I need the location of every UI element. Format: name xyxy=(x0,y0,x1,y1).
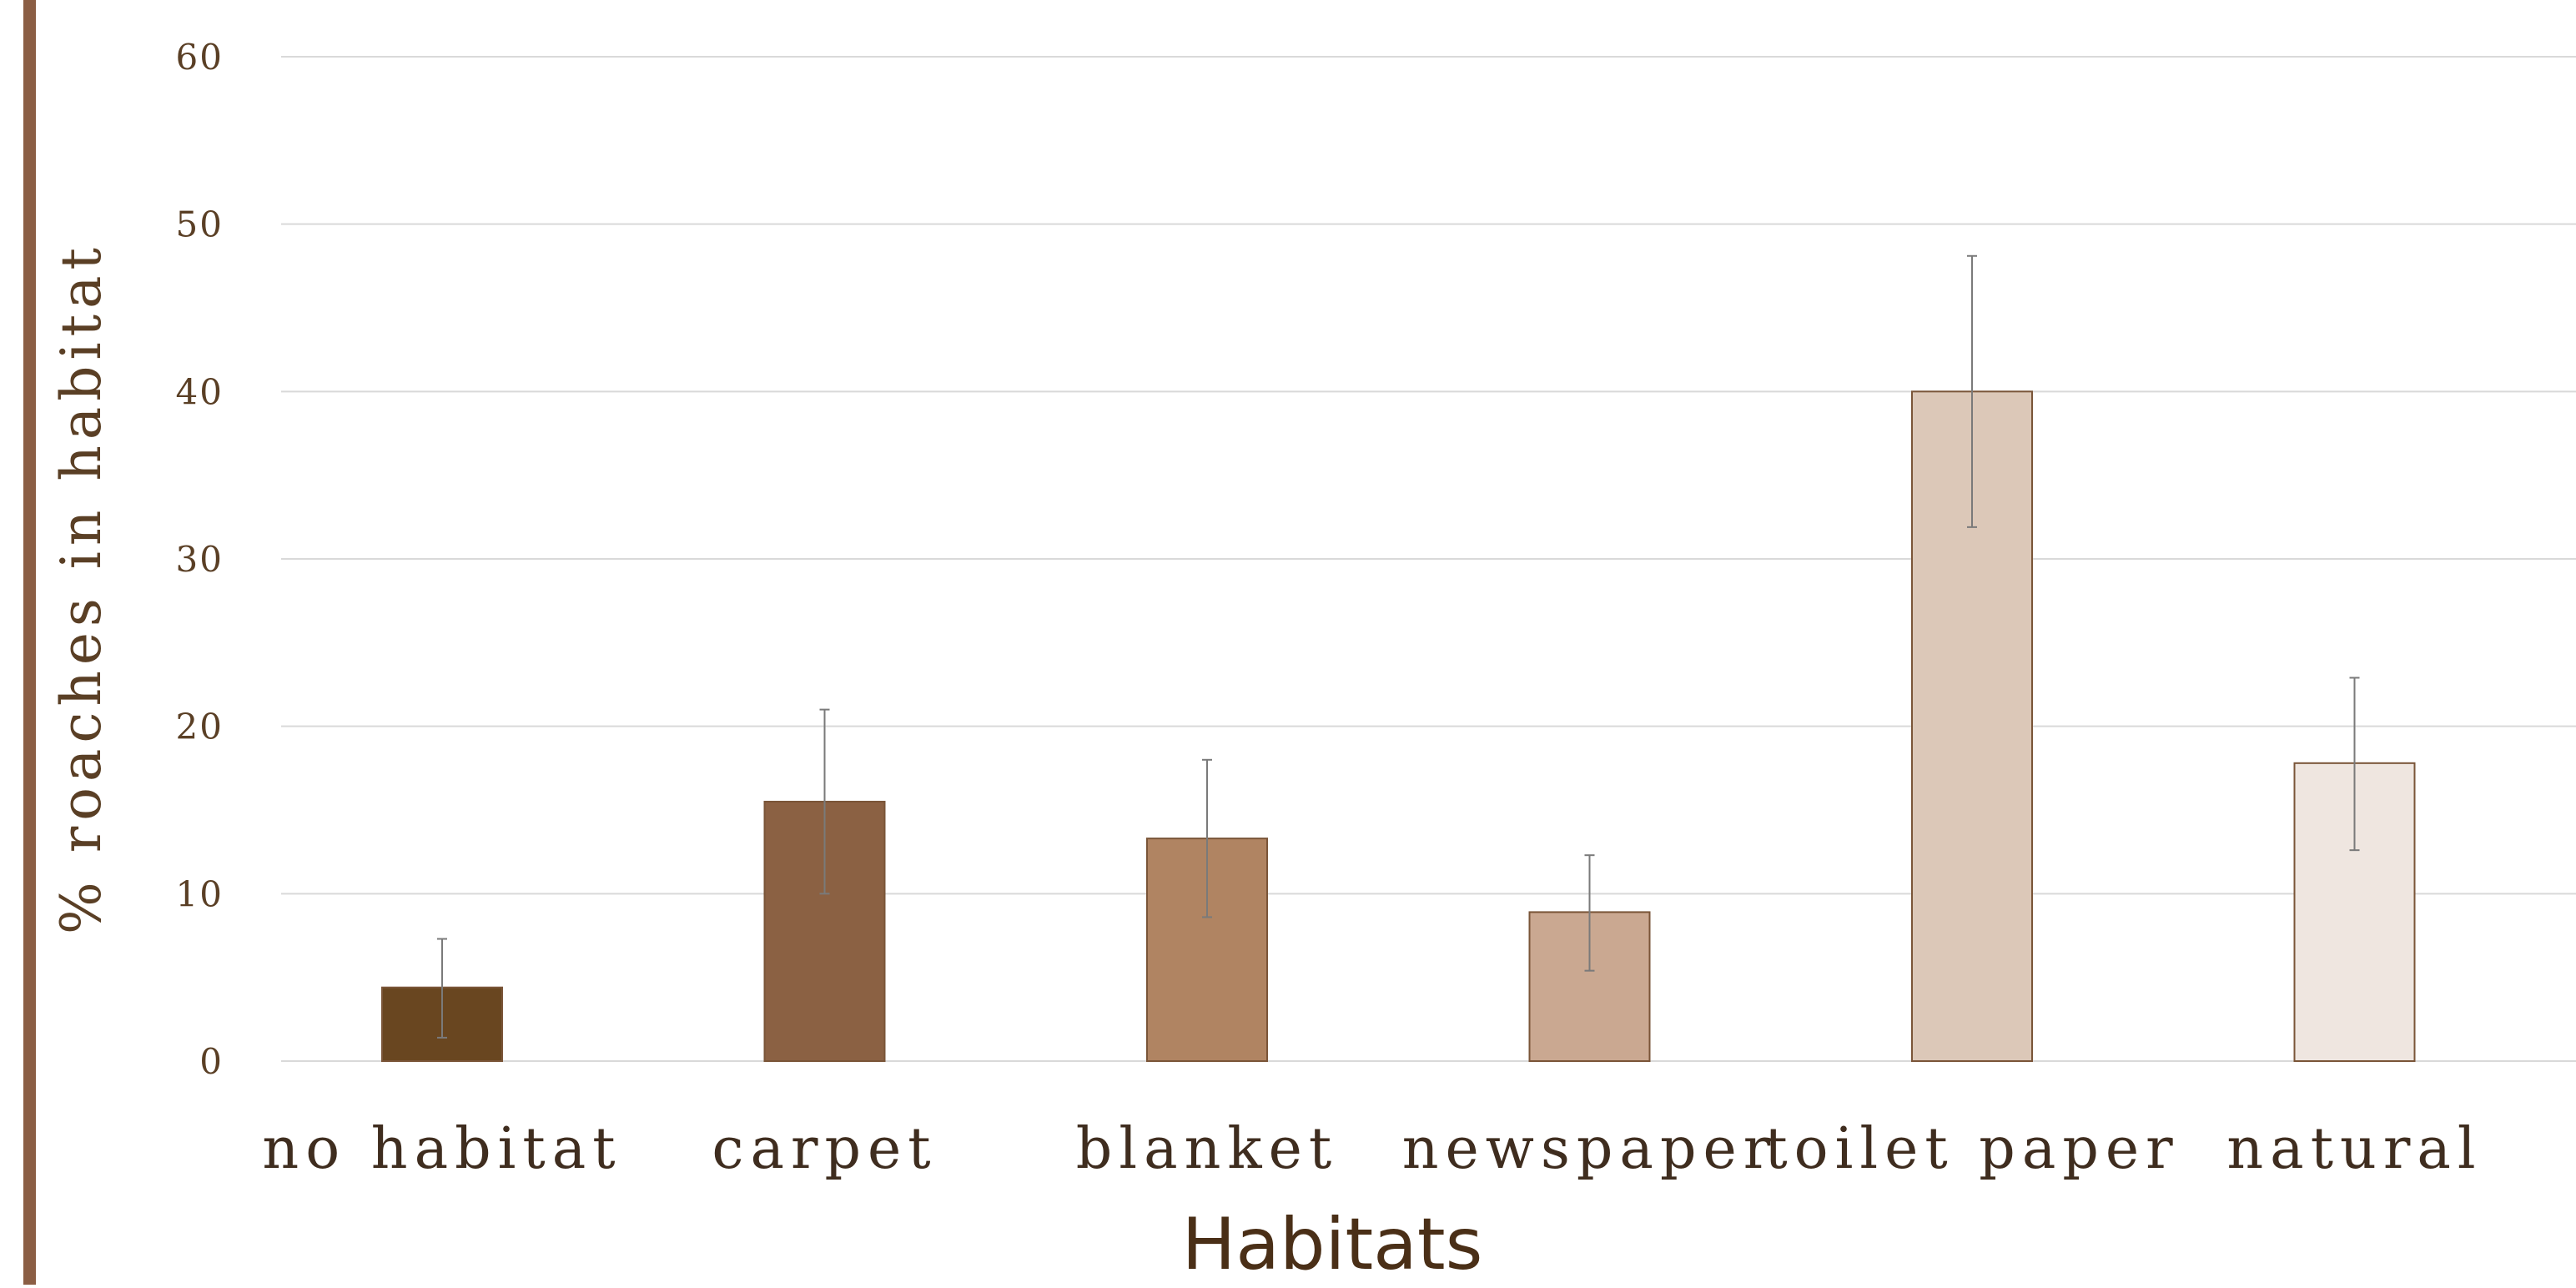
y-tick-label-50: 50 xyxy=(176,204,224,245)
y-axis-ticks: 0 10 20 30 40 50 60 xyxy=(176,37,224,1082)
x-tick-label-carpet: carpet xyxy=(712,1116,937,1182)
gridlines xyxy=(281,56,2576,1062)
x-tick-label-natural: natural xyxy=(2226,1116,2482,1182)
y-tick-label-60: 60 xyxy=(176,37,224,78)
x-axis-label: Habitats xyxy=(1182,1203,1483,1285)
y-tick-label-20: 20 xyxy=(176,707,224,747)
y-tick-label-30: 30 xyxy=(176,539,224,580)
error-bar-newspaper xyxy=(1584,854,1595,972)
error-bar-natural xyxy=(2349,677,2360,852)
error-bar-blanket xyxy=(1202,758,1212,918)
y-axis-label: % roaches in habitat xyxy=(49,242,113,934)
error-bar-no-habitat xyxy=(437,938,447,1039)
x-tick-label-toilet-paper: toilet paper xyxy=(1764,1116,2179,1182)
x-tick-label-no-habitat: no habitat xyxy=(262,1116,621,1182)
x-tick-label-blanket: blanket xyxy=(1076,1116,1338,1182)
x-tick-label-newspaper: newspaper xyxy=(1402,1116,1778,1182)
y-tick-label-10: 10 xyxy=(176,873,224,914)
y-tick-label-0: 0 xyxy=(199,1041,224,1082)
left-accent-bar xyxy=(23,0,36,1285)
error-bar-toilet-paper xyxy=(1967,254,1977,528)
error-bar-carpet xyxy=(819,708,830,895)
y-tick-label-40: 40 xyxy=(176,371,224,412)
error-bars xyxy=(437,254,2360,1039)
